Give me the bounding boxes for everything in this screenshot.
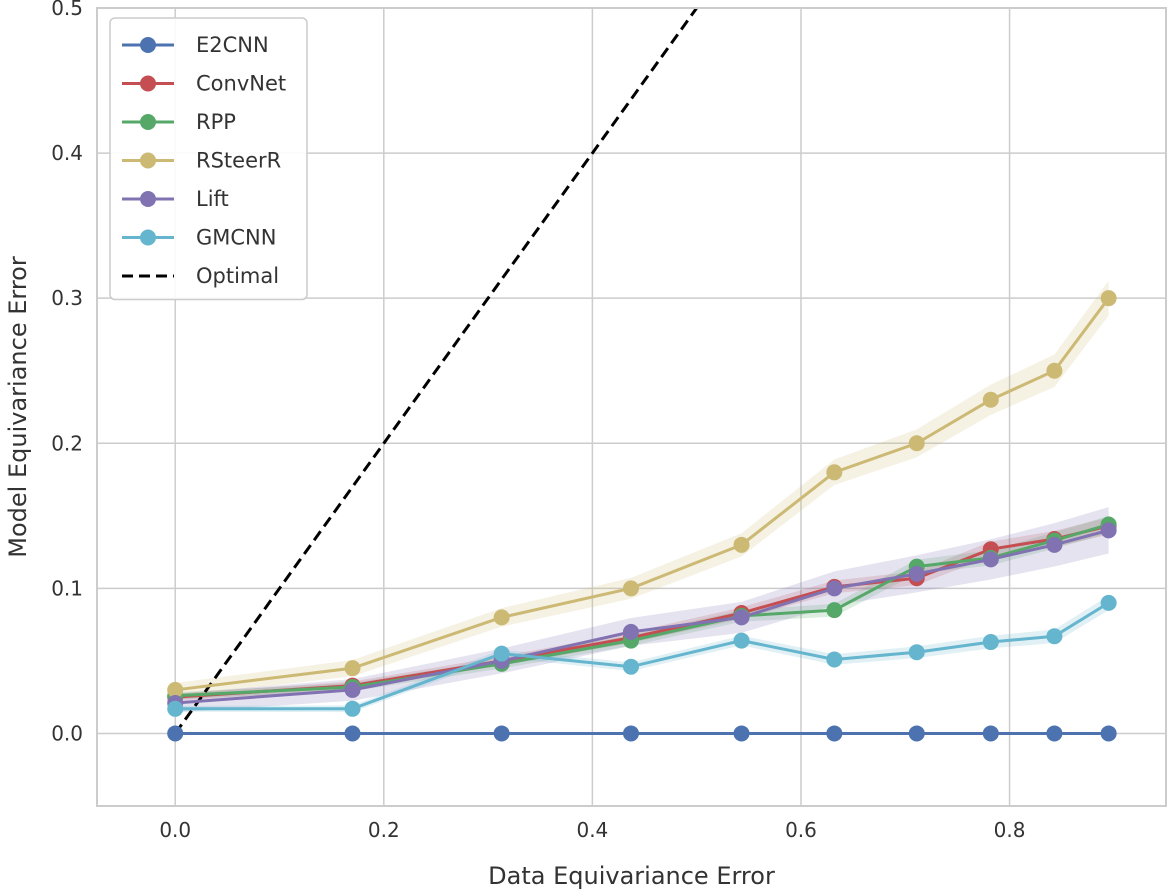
plot-frame — [96, 7, 1167, 807]
point-e2cnn — [733, 725, 750, 742]
point-e2cnn — [167, 725, 184, 742]
point-lift — [982, 551, 999, 568]
point-gmcnn — [982, 634, 999, 651]
y-tick-label: 0.2 — [51, 431, 83, 455]
point-gmcnn — [167, 700, 184, 717]
legend-entry-e2cnn: E2CNN — [122, 33, 269, 57]
point-lift — [622, 623, 639, 640]
point-rsteerr — [167, 681, 184, 698]
point-e2cnn — [982, 725, 999, 742]
legend-label: Lift — [196, 187, 229, 211]
y-axis-label: Model Equivariance Error — [4, 256, 32, 558]
point-lift — [344, 681, 361, 698]
optimal-reference-line — [174, 7, 698, 735]
series-points — [167, 290, 1117, 742]
point-e2cnn — [1046, 725, 1063, 742]
point-lift — [733, 609, 750, 626]
legend-box — [109, 17, 308, 301]
x-tick-label: 0.0 — [159, 818, 191, 842]
point-rsteerr — [733, 536, 750, 553]
confidence-bands — [175, 280, 1109, 713]
y-tick-labels: 0.0 0.1 0.2 0.3 0.4 0.5 — [51, 0, 83, 745]
point-rsteerr — [908, 435, 925, 452]
y-tick-label: 0.5 — [51, 0, 83, 20]
optimal-line — [174, 7, 698, 735]
point-lift — [1046, 536, 1063, 553]
legend-entry-rsteerr: RSteerR — [122, 149, 281, 173]
series-line-convnet — [175, 524, 1109, 699]
point-rsteerr — [826, 464, 843, 481]
series-lines — [175, 297, 1110, 735]
point-e2cnn — [1100, 725, 1117, 742]
y-tick-label: 0.4 — [51, 141, 83, 165]
point-gmcnn — [493, 645, 510, 662]
legend: E2CNN ConvNet RPP RSteerR Lift GMCNN Optimal — [109, 17, 308, 301]
y-tick-label: 0.1 — [51, 576, 83, 600]
legend-entry-convnet: ConvNet — [122, 72, 286, 96]
series-line-gmcnn — [175, 601, 1110, 711]
legend-entry-lift: Lift — [122, 187, 229, 211]
point-gmcnn — [908, 644, 925, 661]
legend-marker — [140, 229, 156, 246]
x-tick-label: 0.6 — [785, 818, 817, 842]
x-tick-label: 0.2 — [368, 818, 400, 842]
x-tick-label: 0.4 — [576, 818, 608, 842]
point-rsteerr — [344, 660, 361, 677]
point-gmcnn — [1100, 594, 1117, 611]
legend-entry-rpp: RPP — [122, 110, 236, 134]
point-rsteerr — [1046, 362, 1063, 379]
point-e2cnn — [493, 725, 510, 742]
legend-marker — [140, 37, 156, 53]
point-rsteerr — [982, 391, 999, 408]
point-gmcnn — [826, 651, 843, 668]
x-tick-label: 0.8 — [994, 818, 1026, 842]
point-gmcnn — [622, 658, 639, 675]
x-tick-labels: 0.0 0.2 0.4 0.6 0.8 — [159, 818, 1025, 842]
point-gmcnn — [344, 700, 361, 717]
point-lift — [908, 565, 925, 582]
legend-label: RPP — [196, 110, 236, 134]
point-lift — [1100, 522, 1117, 539]
legend-entry-gmcnn: GMCNN — [122, 226, 276, 250]
series-line-lift — [175, 528, 1110, 705]
point-gmcnn — [733, 632, 750, 649]
point-lift — [826, 580, 843, 597]
series-line-rsteerr — [175, 297, 1110, 692]
legend-label: GMCNN — [196, 226, 276, 250]
x-axis-label: Data Equivariance Error — [488, 862, 775, 890]
legend-marker — [140, 152, 156, 169]
point-gmcnn — [1046, 628, 1063, 645]
point-e2cnn — [344, 725, 361, 742]
point-rsteerr — [1100, 290, 1117, 307]
point-rsteerr — [493, 609, 510, 626]
legend-label: E2CNN — [196, 33, 269, 57]
y-tick-label: 0.0 — [51, 721, 83, 745]
legend-entry-optimal: Optimal — [122, 264, 279, 288]
legend-marker — [140, 191, 156, 207]
point-e2cnn — [908, 725, 925, 742]
y-tick-label: 0.3 — [51, 286, 83, 310]
point-e2cnn — [826, 725, 843, 742]
legend-label: Optimal — [196, 264, 279, 288]
point-e2cnn — [622, 725, 639, 742]
legend-marker — [140, 75, 156, 92]
point-rsteerr — [622, 580, 639, 597]
legend-marker — [140, 114, 156, 130]
legend-label: ConvNet — [196, 72, 286, 96]
legend-label: RSteerR — [196, 149, 281, 173]
point-rpp — [826, 602, 843, 619]
